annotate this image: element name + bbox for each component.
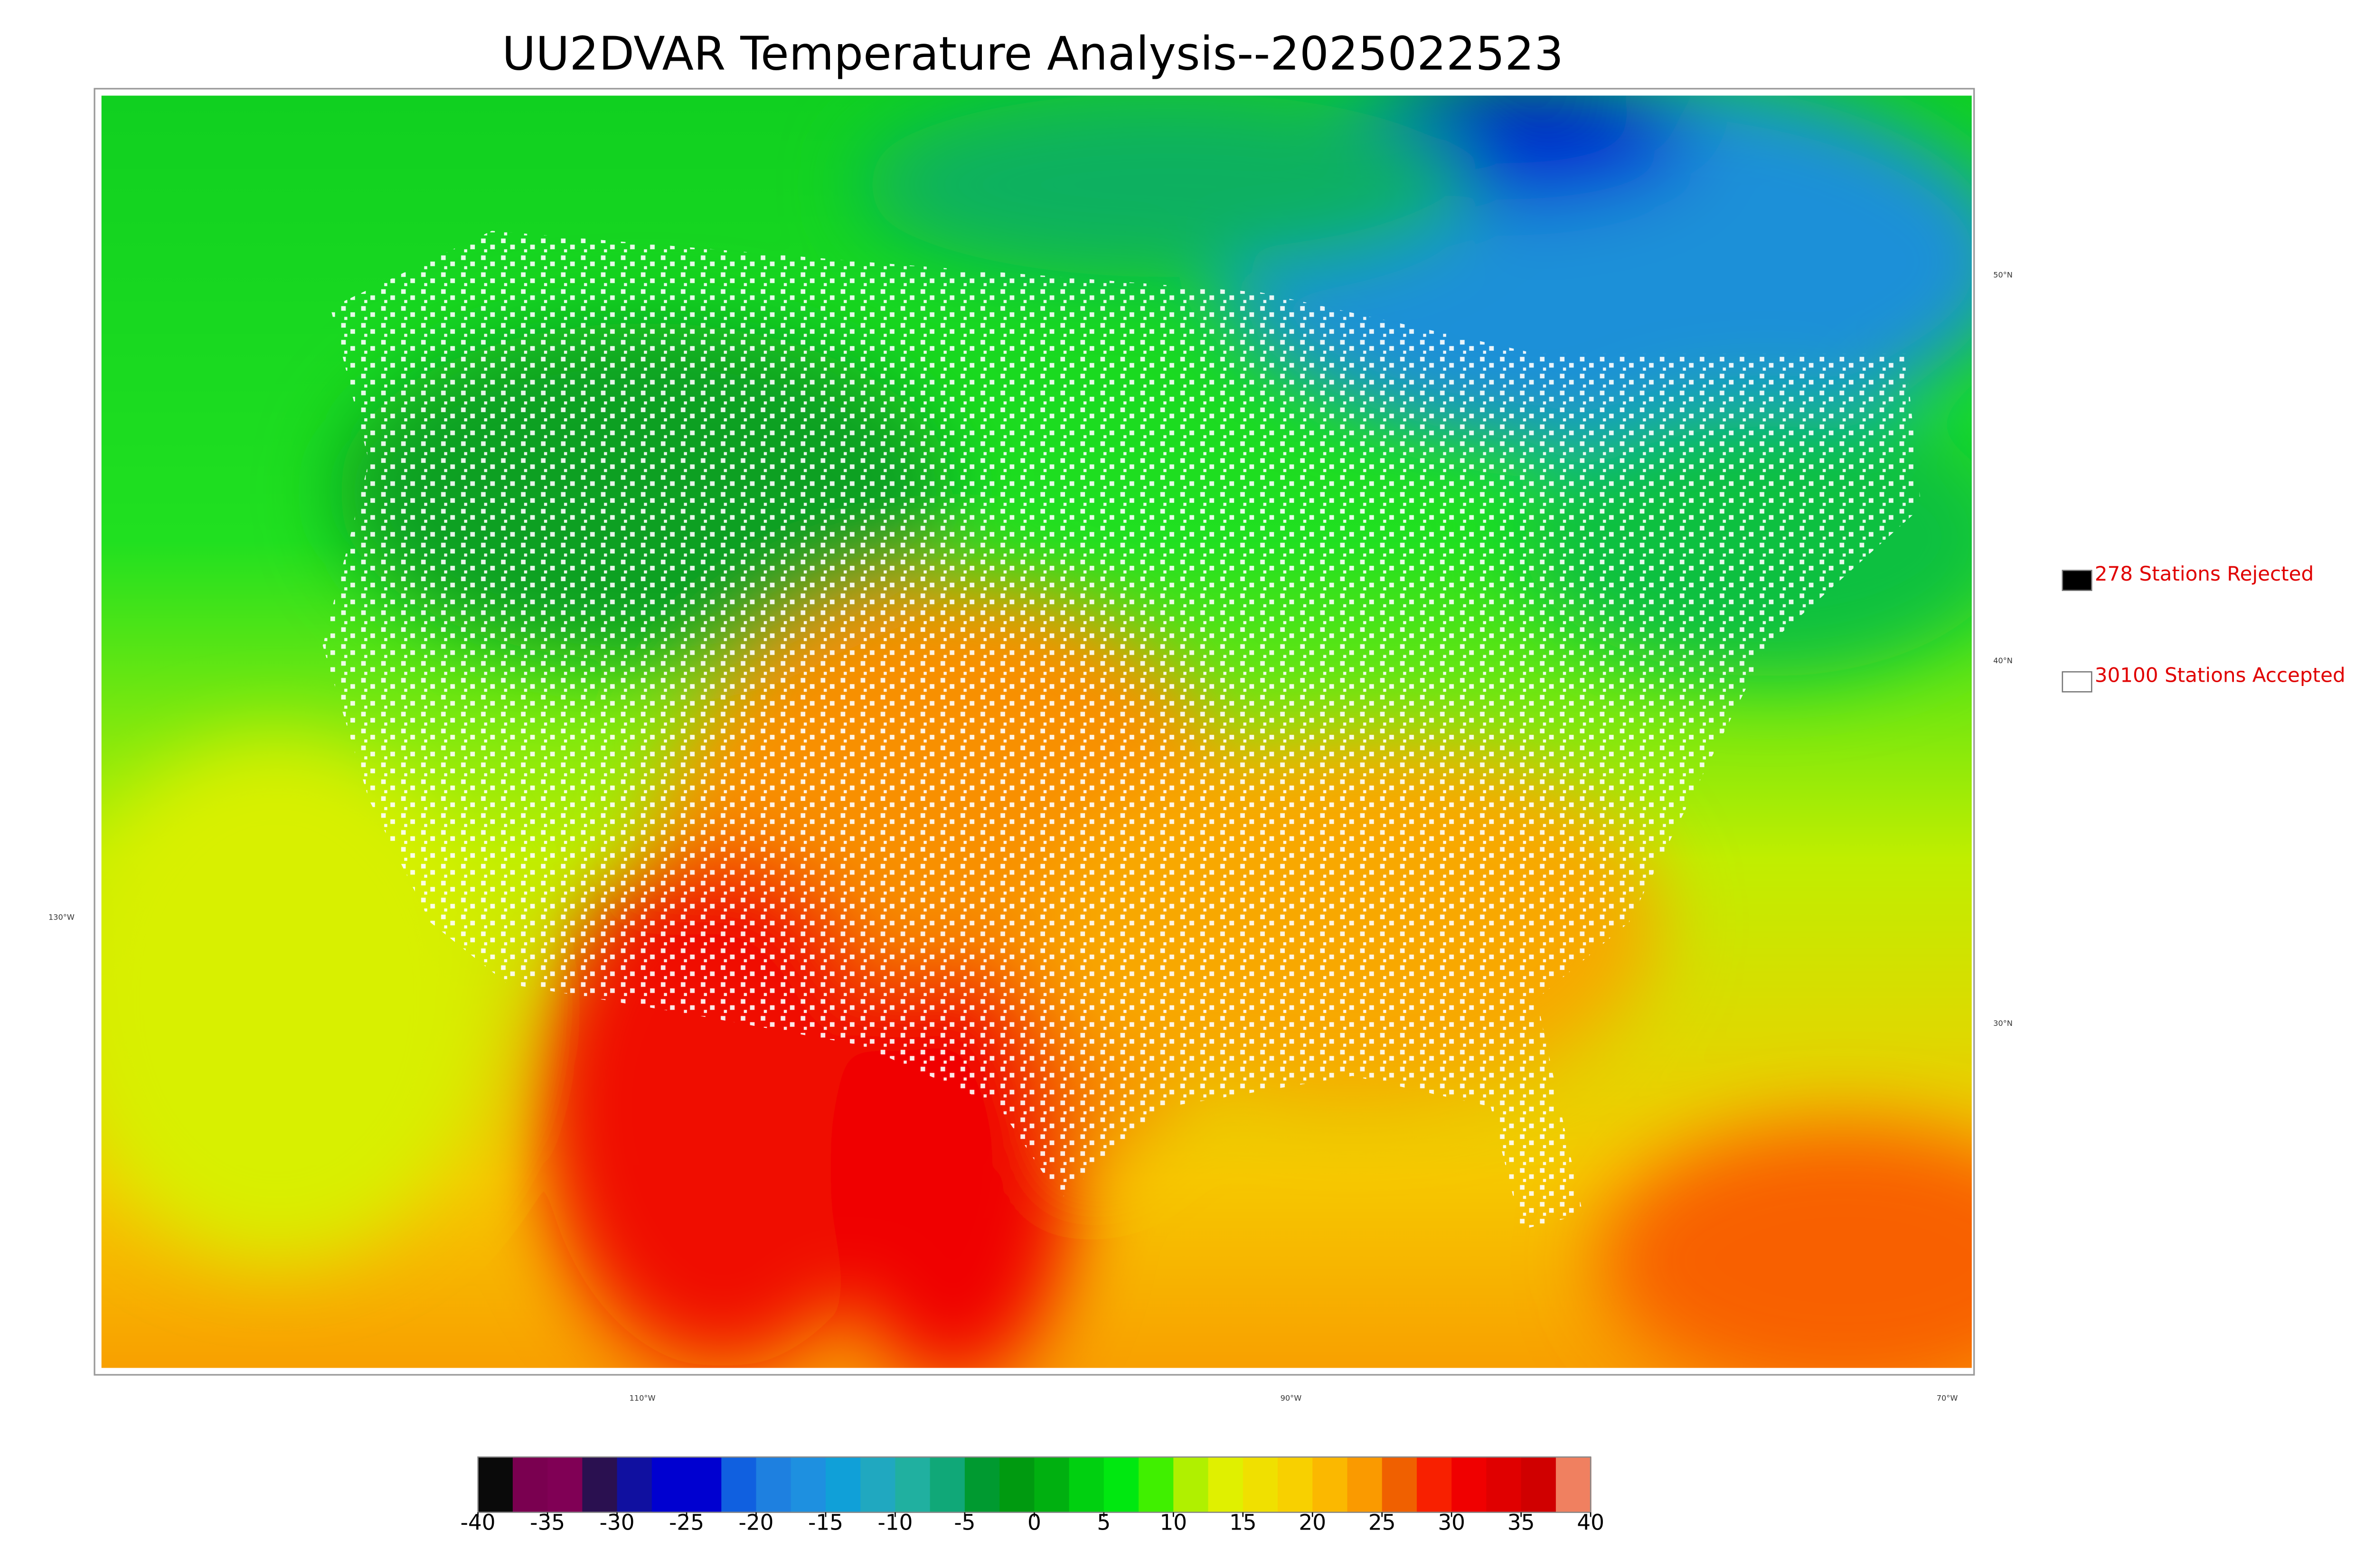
colorbar-segment — [1278, 1457, 1313, 1512]
colorbar-tick-label: 10 — [1159, 1510, 1187, 1535]
map-frame — [94, 88, 1975, 1376]
colorbar-segment — [1312, 1457, 1348, 1512]
colorbar-tick-label: 25 — [1368, 1510, 1396, 1535]
lat-label: 40°N — [1993, 656, 2013, 665]
colorbar-segment — [617, 1457, 653, 1512]
colorbar-tick-label: 5 — [1097, 1510, 1111, 1535]
colorbar-segment — [825, 1457, 861, 1512]
colorbar-tick-label: -30 — [600, 1510, 635, 1535]
colorbar-segment — [478, 1457, 514, 1512]
colorbar-segment — [1347, 1457, 1383, 1512]
legend-swatch — [2062, 671, 2092, 693]
colorbar-segment — [687, 1457, 722, 1512]
colorbar-tick-label: -35 — [530, 1510, 565, 1535]
title: UU2DVAR Temperature Analysis--2025022523 — [502, 27, 1564, 80]
legend: 278 Stations Rejected 30100 Stations Acce… — [2062, 562, 2346, 693]
legend-label: 278 Stations Rejected — [2095, 562, 2314, 585]
colorbar-segment — [1451, 1457, 1488, 1512]
colorbar-segment — [1139, 1457, 1174, 1512]
colorbar-segment — [1521, 1457, 1557, 1512]
lat-label: 50°N — [1993, 271, 2013, 280]
colorbar-segment — [1208, 1457, 1244, 1512]
graticule-labels: 50°N 40°N 30°N 130°W 110°W 90°W 70°W — [48, 271, 2013, 1403]
colorbar-segment — [999, 1457, 1035, 1512]
colorbar-tick-label: 0 — [1027, 1510, 1041, 1535]
legend-swatch — [2062, 570, 2092, 591]
colorbar-segment — [860, 1457, 896, 1512]
colorbar-segment — [582, 1457, 618, 1512]
colorbar-segment — [1486, 1457, 1522, 1512]
colorbar-segment — [1243, 1457, 1279, 1512]
colorbar-segment — [1034, 1457, 1070, 1512]
colorbar-tick-label: -5 — [954, 1510, 975, 1535]
colorbar-segment — [651, 1457, 688, 1512]
colorbar-segment — [512, 1457, 548, 1512]
colorbar-segment — [964, 1457, 1000, 1512]
colorbar-segment — [1103, 1457, 1140, 1512]
lon-label: 70°W — [1937, 1394, 1958, 1403]
colorbar-segment — [547, 1457, 583, 1512]
colorbar-segment — [1416, 1457, 1452, 1512]
colorbar-segment — [721, 1457, 757, 1512]
lon-label: 90°W — [1281, 1394, 1302, 1403]
temperature-map — [101, 95, 1972, 1368]
colorbar-segment — [895, 1457, 931, 1512]
colorbar-tick-label: 15 — [1229, 1510, 1257, 1535]
colorbar-segment — [1173, 1457, 1209, 1512]
colorbar-segment — [1555, 1457, 1592, 1512]
lon-label: 110°W — [630, 1394, 656, 1403]
lat-label: 30°N — [1993, 1019, 2013, 1028]
colorbar-segment — [930, 1457, 966, 1512]
lon-label: 130°W — [48, 913, 75, 922]
colorbar-tick-label: 35 — [1507, 1510, 1535, 1535]
colorbar-tick-label: -20 — [739, 1510, 774, 1535]
colorbar-tick-label: -40 — [461, 1510, 496, 1535]
colorbar: -40 -35 -30 -25 -20 -15 -10 -5 0 5 10 15 20 25 30 35 40 — [461, 1456, 1604, 1535]
colorbar-segment — [791, 1457, 827, 1512]
legend-label: 30100 Stations Accepted — [2095, 663, 2346, 686]
colorbar-tick-label: 40 — [1577, 1510, 1604, 1535]
colorbar-tick-label: -10 — [877, 1510, 913, 1535]
colorbar-segment — [756, 1457, 792, 1512]
colorbar-tick-label: -15 — [808, 1510, 843, 1535]
colorbar-segment — [1382, 1457, 1418, 1512]
colorbar-segment — [1069, 1457, 1105, 1512]
colorbar-tick-label: 20 — [1299, 1510, 1326, 1535]
colorbar-tick-label: 30 — [1438, 1510, 1465, 1535]
colorbar-tick-label: -25 — [669, 1510, 704, 1535]
